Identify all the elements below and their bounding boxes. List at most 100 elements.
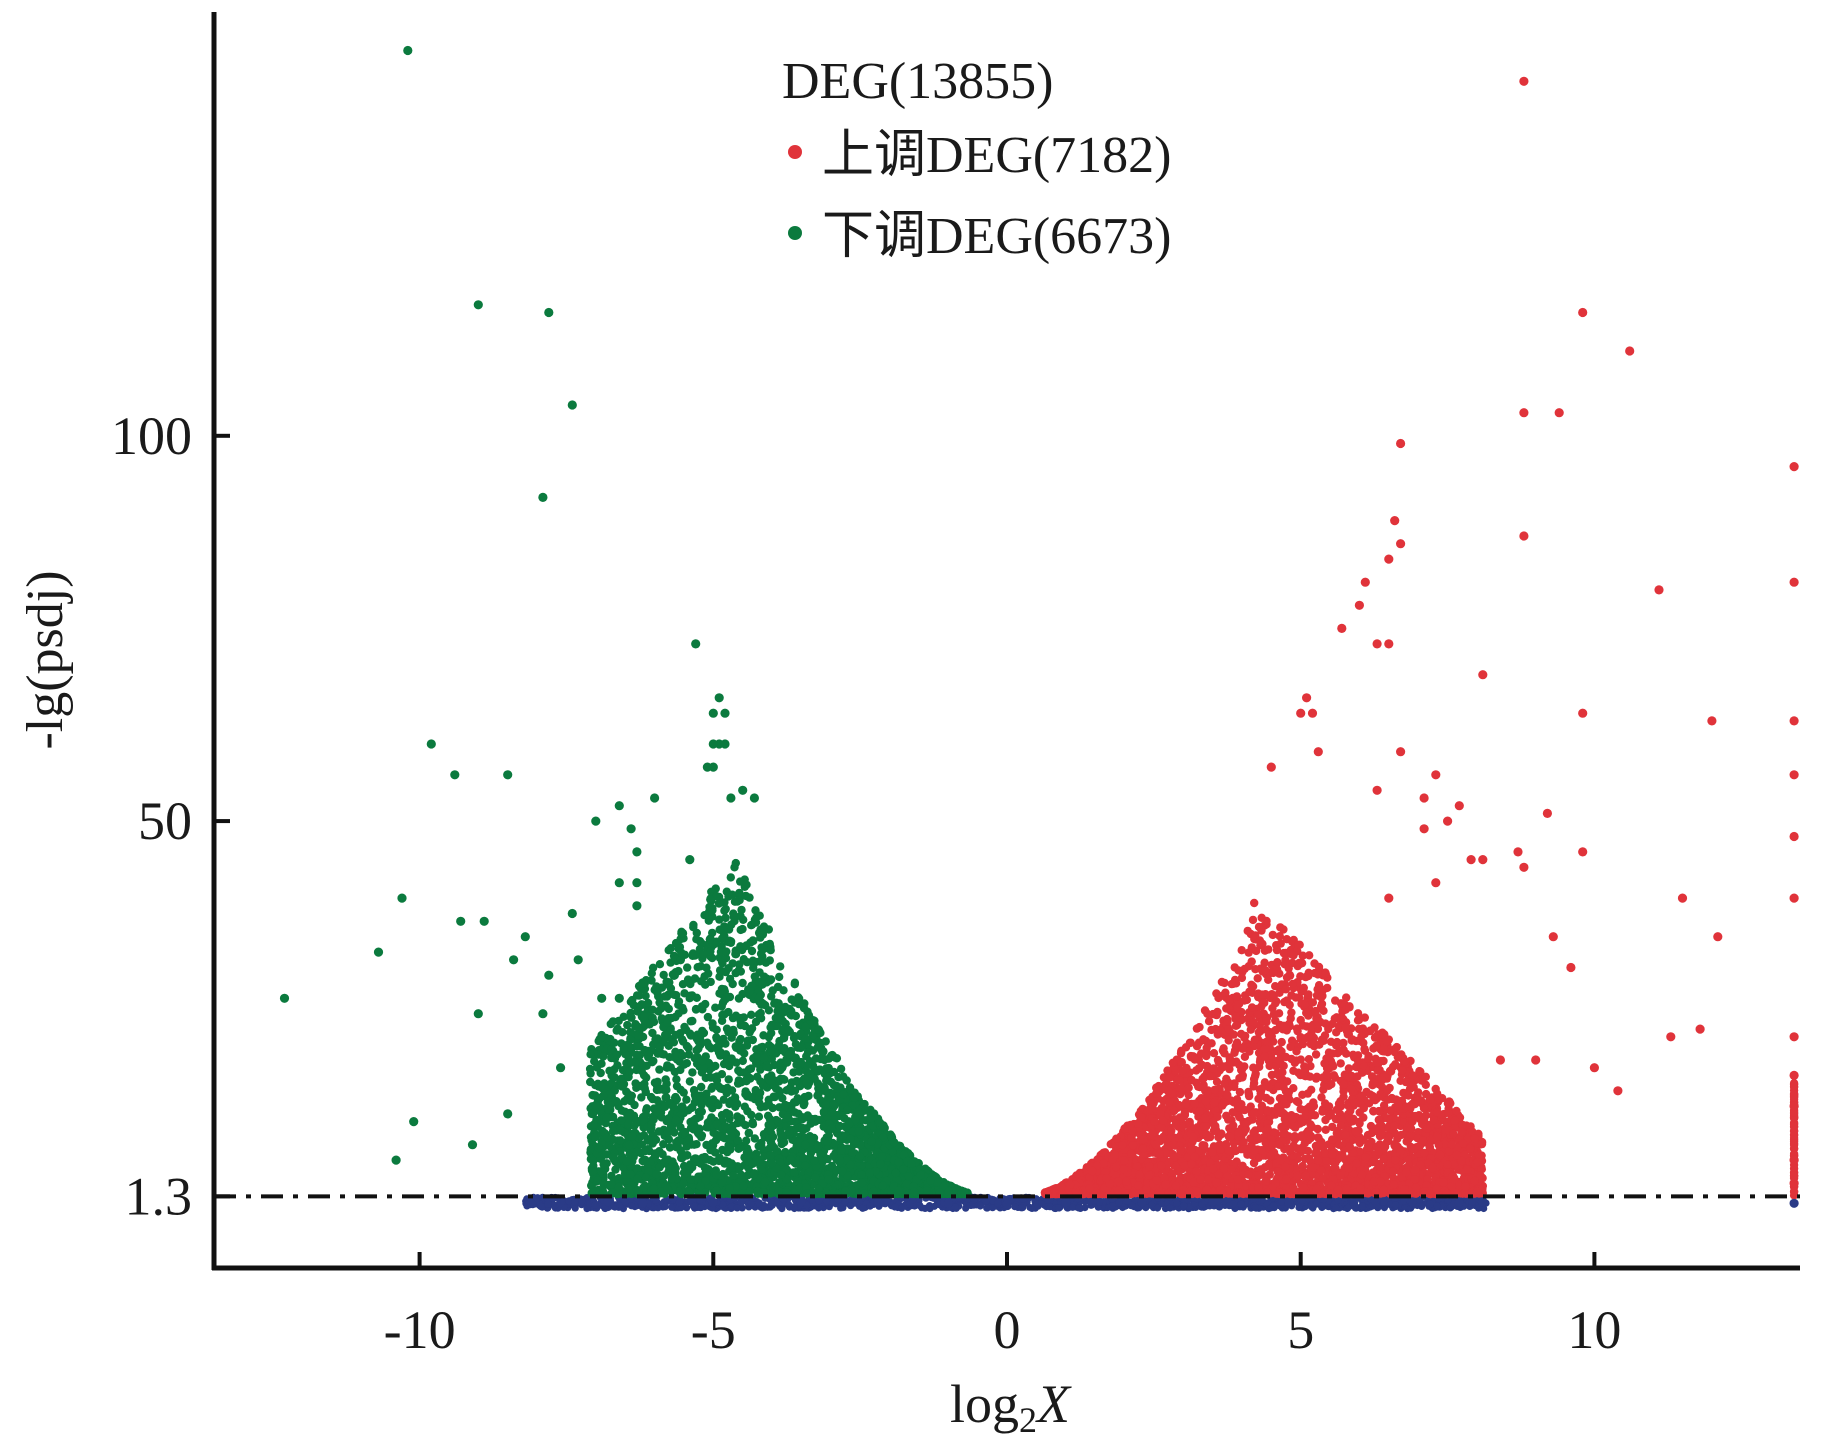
data-point [661, 1075, 670, 1084]
data-point [756, 1077, 765, 1086]
data-point [1044, 1196, 1052, 1204]
data-point [635, 1081, 645, 1091]
data-point [655, 1065, 664, 1074]
data-point [686, 1175, 695, 1184]
data-point [757, 1142, 766, 1152]
data-point [744, 1128, 754, 1138]
data-point [815, 1197, 823, 1205]
data-point [867, 1137, 876, 1146]
data-point [967, 1201, 975, 1209]
data-point [1426, 1200, 1434, 1208]
data-point [1123, 1197, 1132, 1205]
data-point [728, 1202, 736, 1210]
data-point [766, 1151, 775, 1160]
data-point [801, 1093, 810, 1102]
data-point [758, 980, 767, 989]
data-point [828, 1199, 837, 1207]
data-point [801, 1034, 811, 1043]
data-point [624, 1140, 634, 1150]
data-point [796, 1057, 806, 1067]
data-point [706, 895, 715, 904]
data-point [811, 1173, 820, 1182]
data-point [1028, 1204, 1036, 1212]
data-point [634, 1186, 643, 1195]
data-point [684, 1043, 693, 1053]
data-point [894, 1186, 903, 1196]
data-point [827, 1051, 836, 1060]
data-point [850, 1093, 859, 1103]
data-point [644, 1050, 654, 1059]
data-point [591, 1100, 600, 1110]
data-point [839, 1090, 848, 1099]
data-point [718, 1010, 727, 1020]
data-point [640, 1147, 650, 1156]
data-point [612, 1026, 621, 1035]
data-point [810, 1156, 819, 1165]
data-point [815, 1204, 823, 1212]
data-point [838, 1166, 847, 1176]
data-point [848, 1148, 857, 1157]
data-point [696, 962, 705, 971]
data-point [711, 1003, 720, 1012]
data-point [628, 1132, 637, 1141]
data-point [599, 1160, 608, 1169]
data-point [846, 1085, 855, 1094]
data-point [725, 1184, 734, 1193]
data-point [544, 1200, 552, 1208]
data-point [748, 1159, 757, 1169]
data-point [696, 1030, 706, 1040]
data-point [746, 1064, 756, 1073]
data-point [1230, 1200, 1238, 1208]
data-point [722, 947, 731, 956]
data-point [712, 1072, 722, 1081]
data-point [699, 950, 708, 959]
data-point [760, 1177, 770, 1187]
data-point [811, 1054, 821, 1063]
data-point [626, 1058, 636, 1067]
data-point [776, 1129, 785, 1138]
data-point [708, 906, 717, 915]
data-point [814, 1025, 823, 1034]
data-point [667, 1174, 677, 1183]
data-point [774, 1014, 783, 1023]
data-point [728, 959, 737, 968]
data-point [740, 1021, 750, 1031]
data-point [651, 1035, 660, 1044]
data-point [726, 873, 735, 882]
data-point [857, 1178, 867, 1188]
data-point [688, 951, 697, 960]
data-point [670, 1067, 680, 1077]
data-point [610, 1073, 619, 1082]
data-point [822, 1073, 832, 1083]
data-point [983, 1204, 991, 1212]
data-point [608, 1126, 618, 1136]
data-point [846, 1160, 855, 1170]
data-point [750, 972, 759, 981]
data-point [664, 1004, 673, 1014]
data-point [747, 1010, 756, 1019]
data-point [686, 1117, 695, 1127]
data-point [759, 1053, 769, 1063]
data-point [916, 1202, 924, 1210]
data-point [613, 1061, 622, 1070]
data-point [671, 1115, 681, 1125]
data-point [655, 1043, 664, 1052]
data-point [679, 1179, 688, 1188]
data-point [619, 1012, 628, 1021]
data-point [684, 1135, 694, 1144]
data-point [702, 1089, 711, 1099]
data-point [801, 1140, 810, 1150]
data-point [694, 1129, 704, 1139]
data-point [865, 1168, 874, 1178]
data-point [740, 1102, 749, 1111]
data-point [739, 1181, 748, 1191]
data-point [860, 1099, 869, 1109]
data-point [671, 1092, 680, 1102]
data-point [718, 958, 727, 968]
data-point [784, 1084, 794, 1094]
data-point [1468, 1198, 1476, 1206]
data-point [738, 1204, 746, 1212]
data-point [803, 1048, 813, 1057]
data-point [841, 1198, 849, 1206]
data-point [677, 929, 686, 938]
